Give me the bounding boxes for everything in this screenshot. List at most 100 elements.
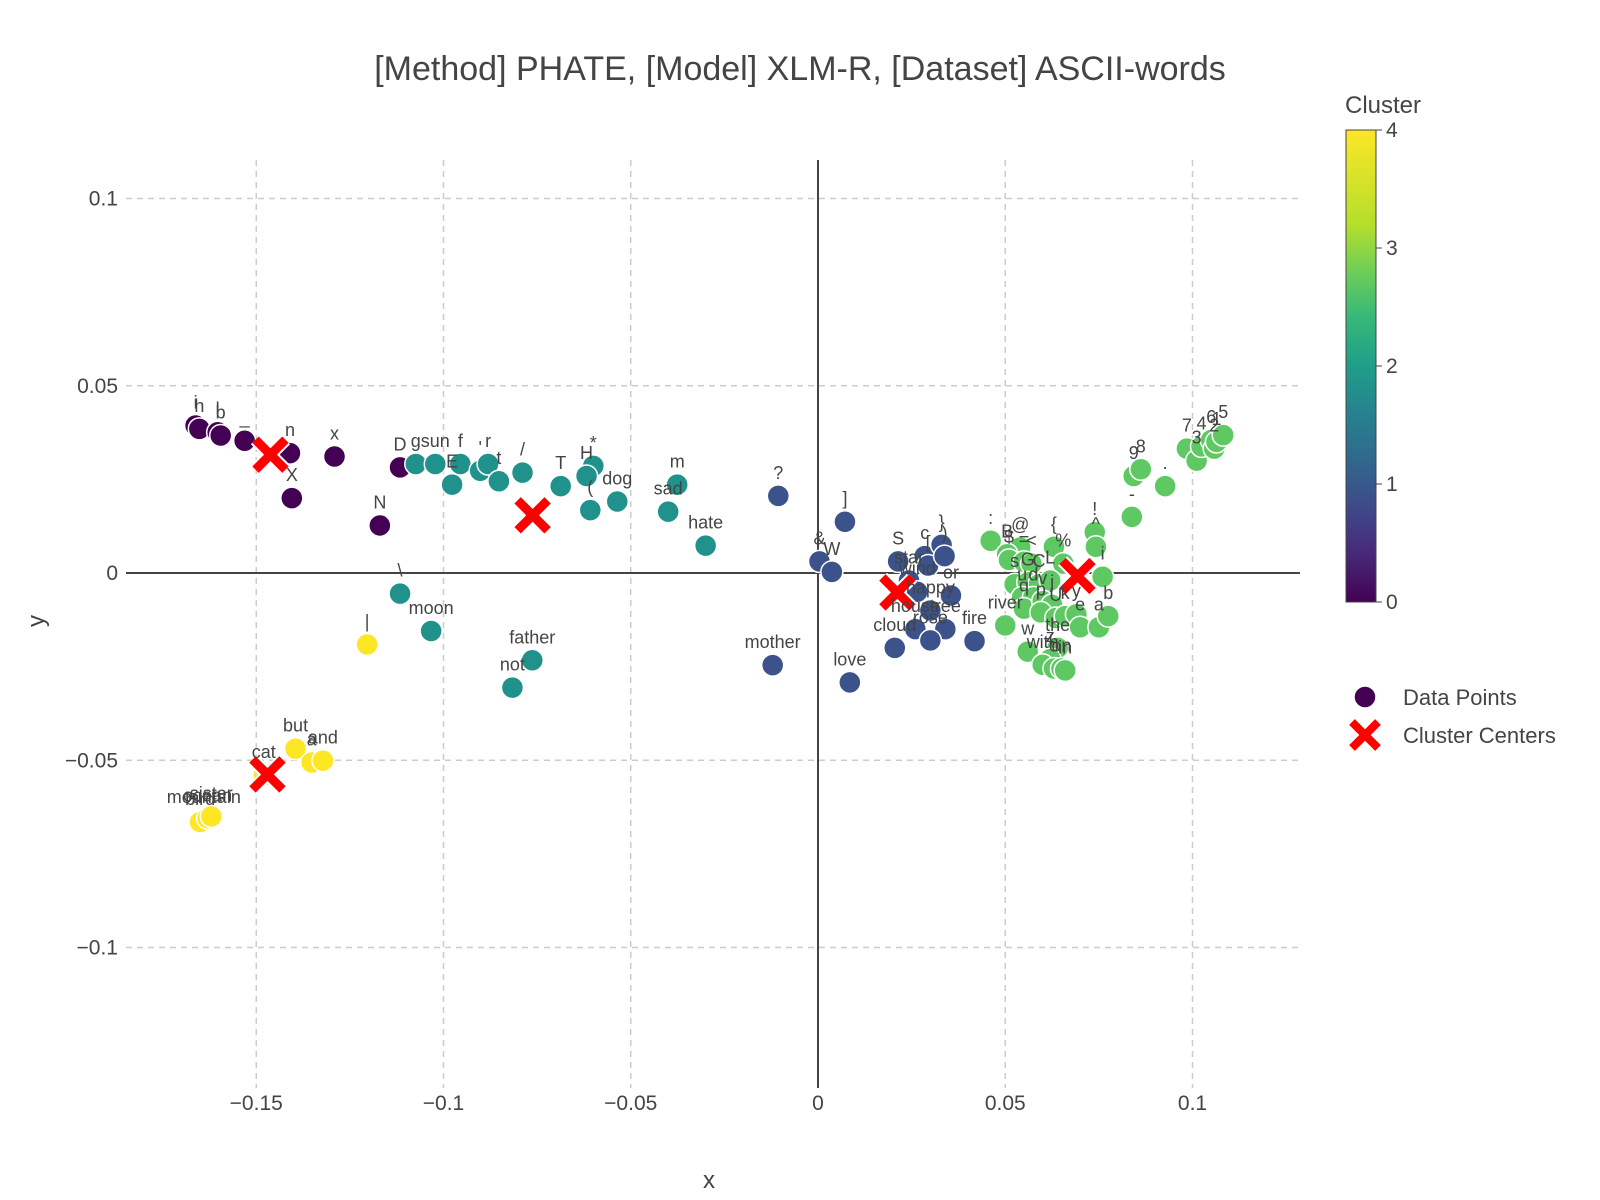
data-point — [423, 452, 448, 476]
point-label: B — [1001, 521, 1013, 541]
data-point — [656, 499, 680, 524]
colorbar-tick-label: 1 — [1386, 473, 1398, 496]
point-label: j — [1049, 572, 1054, 592]
point-label: ? — [773, 463, 783, 483]
point-label: $ — [1004, 527, 1014, 547]
colorbar-ticks: 0 1 2 3 4 — [1376, 119, 1398, 614]
point-label: s — [1010, 551, 1019, 571]
point-label: bird — [185, 789, 215, 809]
point-label: m — [670, 452, 685, 472]
point-label: _ — [239, 408, 251, 429]
data-point — [883, 636, 907, 660]
data-point — [1084, 535, 1108, 559]
data-point — [766, 484, 791, 508]
data-point — [208, 423, 233, 448]
point-label: N — [373, 492, 386, 512]
point-label: i — [1101, 544, 1105, 564]
point-label: C — [1032, 551, 1045, 571]
point-label: k — [1061, 583, 1071, 603]
data-point — [440, 472, 464, 497]
point-label: f — [458, 431, 464, 451]
point-label: moon — [409, 598, 454, 618]
x-axis-label: x — [703, 1167, 715, 1194]
y-tick-label: 0.05 — [77, 375, 118, 398]
data-point — [283, 736, 308, 761]
point-label: - — [1129, 484, 1135, 504]
x-tick-label: −0.05 — [604, 1092, 657, 1115]
point-label: house — [891, 596, 940, 616]
data-point — [1053, 658, 1077, 683]
data-point — [820, 560, 844, 584]
colorbar-title: Cluster — [1345, 92, 1421, 119]
point-label: d — [1028, 564, 1038, 584]
point-label: x — [330, 424, 339, 444]
point-label: : — [988, 508, 993, 528]
data-point — [918, 628, 943, 653]
point-label: happy — [906, 577, 955, 597]
point-label: 8 — [1136, 436, 1146, 456]
point-label: S — [892, 528, 904, 548]
point-label: t — [496, 448, 501, 468]
point-label: w — [1020, 619, 1035, 639]
point-label: rose — [913, 607, 948, 627]
point-label: river — [988, 592, 1023, 612]
point-label: dog — [602, 468, 632, 488]
point-label: b — [216, 403, 226, 423]
zero-lines — [126, 160, 1300, 1088]
point-label: ' — [478, 438, 481, 458]
point-label: n — [285, 420, 295, 440]
data-point — [1090, 564, 1115, 589]
point-label: with — [1026, 632, 1059, 652]
point-label: * — [590, 433, 597, 453]
point-label: cloud — [873, 615, 916, 635]
point-label: y — [1072, 581, 1081, 601]
legend-data-points-marker — [1353, 685, 1377, 709]
point-label: G — [1021, 549, 1035, 569]
point-label: sister — [190, 783, 233, 803]
point-label: v — [1038, 568, 1047, 588]
colorbar-tick-label: 3 — [1386, 237, 1398, 260]
point-label: W — [823, 539, 840, 559]
data-points — [183, 413, 1235, 834]
data-point — [760, 653, 785, 677]
cluster-center-marker — [252, 436, 289, 473]
point-label: l — [216, 399, 220, 419]
point-label: o — [1049, 635, 1059, 655]
point-label: and — [308, 728, 338, 748]
point-label: ocean — [183, 785, 232, 805]
point-label: tree — [930, 596, 961, 616]
point-label: hate — [688, 513, 723, 533]
cluster-center-marker — [1059, 557, 1096, 595]
data-point — [232, 429, 257, 453]
data-point — [962, 629, 987, 653]
data-point — [1211, 423, 1235, 447]
point-label: 9 — [1129, 443, 1139, 463]
point-label: [ — [926, 533, 931, 553]
data-point — [605, 489, 630, 514]
point-label: 6 — [1206, 407, 1216, 427]
point-label: 5 — [1218, 402, 1228, 422]
data-point — [199, 804, 224, 829]
point-label: love — [833, 649, 866, 669]
legend-data-points-label: Data Points — [1403, 685, 1517, 710]
x-axis-ticks: −0.15 −0.1 −0.05 0 0.05 0.1 — [230, 1092, 1207, 1115]
data-point — [322, 444, 347, 469]
data-point — [838, 670, 862, 695]
point-label: ) — [942, 523, 948, 543]
data-point — [280, 486, 304, 510]
point-label: ] — [842, 489, 847, 509]
data-point — [932, 544, 957, 568]
data-point — [886, 549, 910, 574]
data-point — [520, 648, 545, 673]
point-label: } — [939, 512, 945, 532]
colorbar-gradient — [1345, 129, 1377, 603]
point-label: { — [1051, 514, 1057, 534]
point-label: % — [1055, 531, 1071, 551]
point-label: U — [1049, 585, 1062, 605]
y-axis-ticks: 0.1 0.05 0 −0.05 −0.1 — [65, 188, 118, 960]
cluster-centers — [247, 435, 1098, 795]
point-label: sun — [421, 431, 450, 451]
point-label: 2 — [1209, 416, 1219, 436]
point-label: wind — [898, 559, 936, 579]
